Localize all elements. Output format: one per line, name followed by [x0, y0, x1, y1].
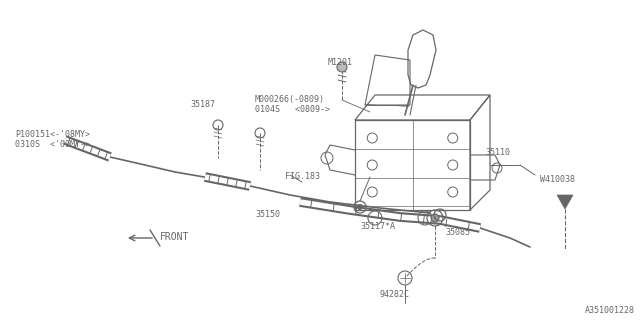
Text: 35150: 35150	[255, 210, 280, 219]
Text: 0310S  <'09MY->: 0310S <'09MY->	[15, 140, 90, 149]
Text: M000266(-0809): M000266(-0809)	[255, 95, 325, 104]
Text: FRONT: FRONT	[160, 232, 189, 242]
Text: 94282C: 94282C	[380, 290, 410, 299]
Text: 35085: 35085	[445, 228, 470, 237]
Text: 35117*A: 35117*A	[360, 222, 395, 231]
Text: P100151<-'08MY>: P100151<-'08MY>	[15, 130, 90, 139]
Text: FIG.183: FIG.183	[285, 172, 320, 181]
Text: A351001228: A351001228	[585, 306, 635, 315]
Circle shape	[358, 204, 362, 210]
Circle shape	[337, 62, 347, 72]
Text: W410038: W410038	[540, 175, 575, 184]
Text: 0104S   <0809->: 0104S <0809->	[255, 105, 330, 114]
Polygon shape	[557, 195, 573, 209]
Text: M1201: M1201	[328, 58, 353, 67]
Text: 35187: 35187	[190, 100, 215, 109]
Circle shape	[431, 214, 439, 222]
Text: 35110: 35110	[485, 148, 510, 157]
